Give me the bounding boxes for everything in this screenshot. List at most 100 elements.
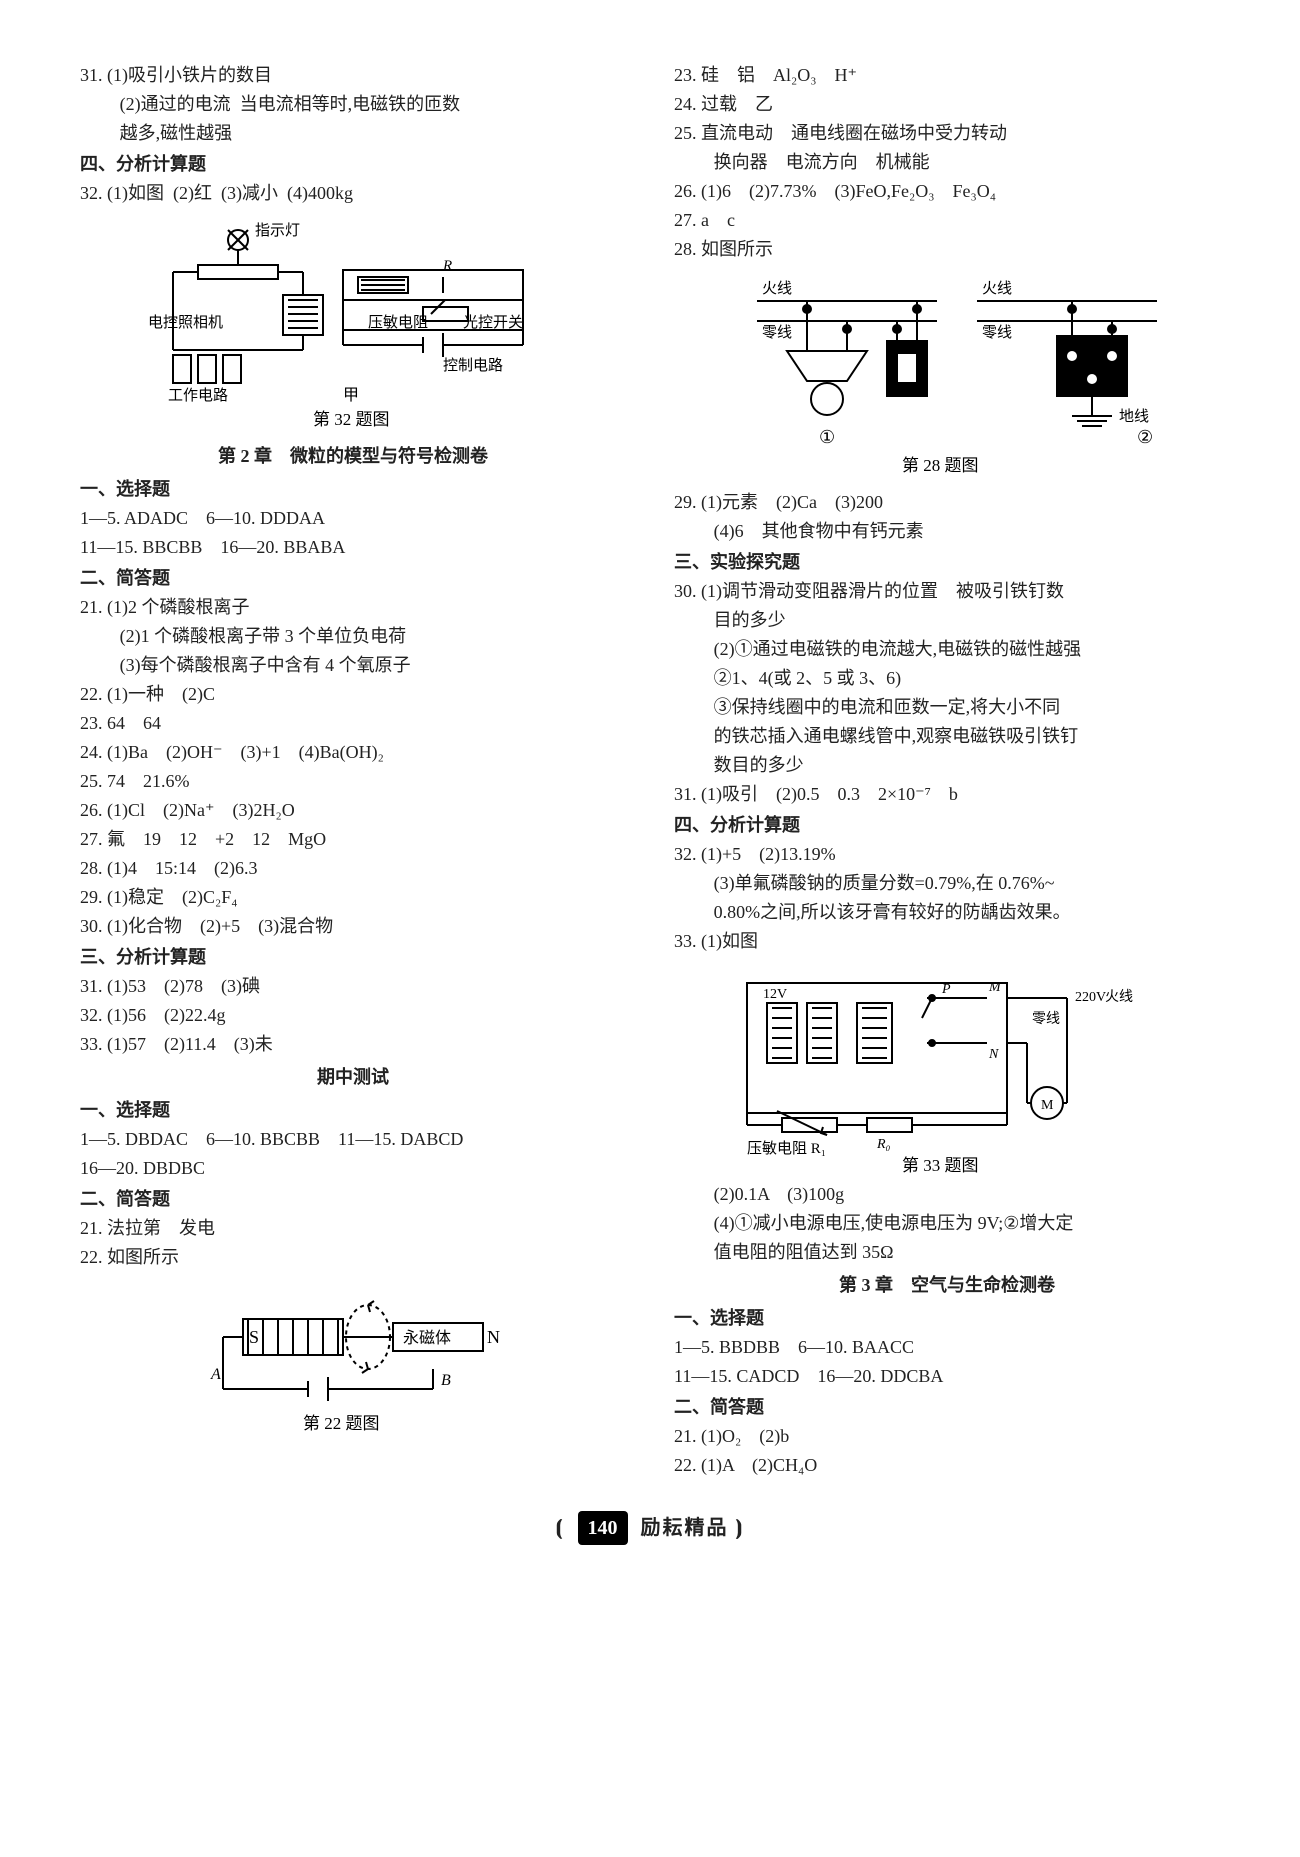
svg-text:控制电路: 控制电路 [443, 357, 503, 374]
svg-text:N: N [988, 1047, 999, 1062]
svg-text:A: A [210, 1366, 221, 1383]
svg-text:电控照相机: 电控照相机 [148, 314, 223, 331]
r-q33: 33. (1)如图 [674, 928, 1220, 955]
svg-text:光控开关: 光控开关 [463, 314, 523, 331]
page-number: 140 [578, 1511, 628, 1545]
r-q26: 26. (1)6 (2)7.73% (3)FeO,Fe₂O₃ Fe₃O₄ [674, 178, 1220, 205]
svg-text:零线: 零线 [1032, 1011, 1060, 1027]
footer-deco-right: ⦘ [736, 1517, 745, 1539]
q33c2: 33. (1)57 (2)11.4 (3)未 [80, 1031, 626, 1058]
svg-text:永磁体: 永磁体 [403, 1329, 451, 1347]
ch2-sec3: 三、分析计算题 [80, 944, 626, 971]
q21: 21. (1)2 个磷酸根离子 [80, 594, 626, 621]
svg-text:第 22 题图: 第 22 题图 [303, 1414, 380, 1433]
r-q25b: 换向器 电流方向 机械能 [674, 149, 1220, 176]
q21-3: (3)每个磷酸根离子中含有 4 个氧原子 [80, 652, 626, 679]
svg-text:第 28 题图: 第 28 题图 [902, 456, 979, 475]
mid-sec2: 二、简答题 [80, 1186, 626, 1213]
r-q24: 24. 过载 乙 [674, 91, 1220, 118]
r-q30: 30. (1)调节滑动变阻器滑片的位置 被吸引铁钉数 [674, 578, 1220, 605]
svg-text:M: M [988, 980, 1002, 995]
r-q31: 31. (1)吸引 (2)0.5 0.3 2×10⁻⁷ b [674, 781, 1220, 808]
q29: 29. (1)稳定 (2)C₂F₄ [80, 884, 626, 911]
q26: 26. (1)Cl (2)Na⁺ (3)2H₂O [80, 797, 626, 824]
r-q33-4b: 值电阻的阻值达到 35Ω [674, 1239, 1220, 1266]
r-q30-3: ③保持线圈中的电流和匝数一定,将大小不同 [674, 694, 1220, 721]
mid-q21: 21. 法拉第 发电 [80, 1215, 626, 1242]
r-q30-2b: ②1、4(或 2、5 或 3、6) [674, 665, 1220, 692]
svg-text:甲: 甲 [343, 387, 359, 404]
ch3-q21: 21. (1)O₂ (2)b [674, 1423, 1220, 1450]
q32c2: 32. (1)56 (2)22.4g [80, 1002, 626, 1029]
r-q30b: 目的多少 [674, 607, 1220, 634]
svg-text:N: N [487, 1327, 500, 1347]
section-4: 四、分析计算题 [80, 151, 626, 178]
svg-text:火线: 火线 [982, 280, 1012, 297]
mid-sec1: 一、选择题 [80, 1097, 626, 1124]
svg-text:S: S [249, 1327, 259, 1347]
mid-mc1: 1—5. DBDAC 6—10. BBCBB 11—15. DABCD [80, 1126, 626, 1153]
q32: 32. (1)如图 (2)红 (3)减小 (4)400kg [80, 180, 626, 207]
q28: 28. (1)4 15:14 (2)6.3 [80, 855, 626, 882]
svg-text:R₀: R₀ [876, 1137, 891, 1152]
svg-text:压敏电阻: 压敏电阻 [368, 314, 428, 331]
r-q32b: (3)单氟磷酸钠的质量分数=0.79%,在 0.76%~ [674, 870, 1220, 897]
r-q29: 29. (1)元素 (2)Ca (3)200 [674, 489, 1220, 516]
right-column: 23. 硅 铝 Al₂O₃ H⁺ 24. 过载 乙 25. 直流电动 通电线圈在… [674, 60, 1220, 1481]
q31-1: 31. (1)吸引小铁片的数目 [80, 62, 626, 89]
svg-text:工作电路: 工作电路 [168, 387, 228, 404]
r-sec3: 三、实验探究题 [674, 549, 1220, 576]
svg-text:②: ② [1137, 427, 1153, 447]
ch2-sec2: 二、简答题 [80, 565, 626, 592]
r-q28: 28. 如图所示 [674, 236, 1220, 263]
svg-text:R: R [442, 258, 452, 274]
chapter-2-title: 第 2 章 微粒的模型与符号检测卷 [80, 443, 626, 470]
r-q33-4: (4)①减小电源电压,使电源电压为 9V;②增大定 [674, 1210, 1220, 1237]
ch2-sec1: 一、选择题 [80, 476, 626, 503]
q24: 24. (1)Ba (2)OH⁻ (3)+1 (4)Ba(OH)₂ [80, 739, 626, 766]
r-q32c: 0.80%之间,所以该牙膏有较好的防龋齿效果。 [674, 899, 1220, 926]
q31-2: (2)通过的电流 当电流相等时,电磁铁的匝数 [80, 91, 626, 118]
svg-text:指示灯: 指示灯 [255, 222, 300, 239]
ch3-mc2: 11—15. CADCD 16—20. DDCBA [674, 1363, 1220, 1390]
figure-32: 指示灯 电控照相机 工作电路 R 压敏电阻 光控开关 控制电路 甲 第 32 题… [143, 215, 563, 435]
q25: 25. 74 21.6% [80, 768, 626, 795]
svg-text:12V: 12V [763, 987, 787, 1002]
svg-text:B: B [441, 1372, 451, 1389]
r-q30-3c: 数目的多少 [674, 752, 1220, 779]
figure-28: 火线 零线 火线 零线 地线 ① ② 第 28 题图 [717, 271, 1177, 481]
r-q29b: (4)6 其他食物中有钙元素 [674, 518, 1220, 545]
svg-text:零线: 零线 [982, 324, 1012, 341]
ch3-mc1: 1—5. BBDBB 6—10. BAACC [674, 1334, 1220, 1361]
q22: 22. (1)一种 (2)C [80, 681, 626, 708]
mid-q22: 22. 如图所示 [80, 1244, 626, 1271]
svg-text:M: M [1041, 1098, 1054, 1113]
figure-33: 12V P M N 220V 火线 零线 M 压敏电阻 R₁ R₀ 第 33 题… [727, 963, 1167, 1173]
svg-text:220V: 220V [1075, 990, 1106, 1005]
r-q30-2: (2)①通过电磁铁的电流越大,电磁铁的磁性越强 [674, 636, 1220, 663]
svg-text:零线: 零线 [762, 324, 792, 341]
ch2-mc2: 11—15. BBCBB 16—20. BBABA [80, 534, 626, 561]
q31-2b: 越多,磁性越强 [80, 120, 626, 147]
svg-text:第 33 题图: 第 33 题图 [902, 1156, 979, 1173]
svg-text:火线: 火线 [762, 280, 792, 297]
footer-deco-left: ⦗ [556, 1517, 565, 1539]
r-sec4: 四、分析计算题 [674, 812, 1220, 839]
chapter-3-title: 第 3 章 空气与生命检测卷 [674, 1272, 1220, 1299]
left-column: 31. (1)吸引小铁片的数目 (2)通过的电流 当电流相等时,电磁铁的匝数 越… [80, 60, 626, 1481]
ch3-sec2: 二、简答题 [674, 1394, 1220, 1421]
svg-text:火线: 火线 [1105, 989, 1133, 1005]
q30: 30. (1)化合物 (2)+5 (3)混合物 [80, 913, 626, 940]
ch3-q22: 22. (1)A (2)CH₄O [674, 1452, 1220, 1479]
q27: 27. 氟 19 12 +2 12 MgO [80, 826, 626, 853]
page-footer: ⦗ 140 励耘精品 ⦘ [80, 1511, 1220, 1545]
q21-2: (2)1 个磷酸根离子带 3 个单位负电荷 [80, 623, 626, 650]
svg-text:压敏电阻 R₁: 压敏电阻 R₁ [747, 1140, 826, 1157]
q31c2: 31. (1)53 (2)78 (3)碘 [80, 973, 626, 1000]
svg-text:P: P [941, 982, 951, 997]
r-q23: 23. 硅 铝 Al₂O₃ H⁺ [674, 62, 1220, 89]
footer-brand: 励耘精品 [641, 1517, 729, 1539]
r-q33-2: (2)0.1A (3)100g [674, 1181, 1220, 1208]
r-q30-3b: 的铁芯插入通电螺线管中,观察电磁铁吸引铁钉 [674, 723, 1220, 750]
q23: 23. 64 64 [80, 710, 626, 737]
